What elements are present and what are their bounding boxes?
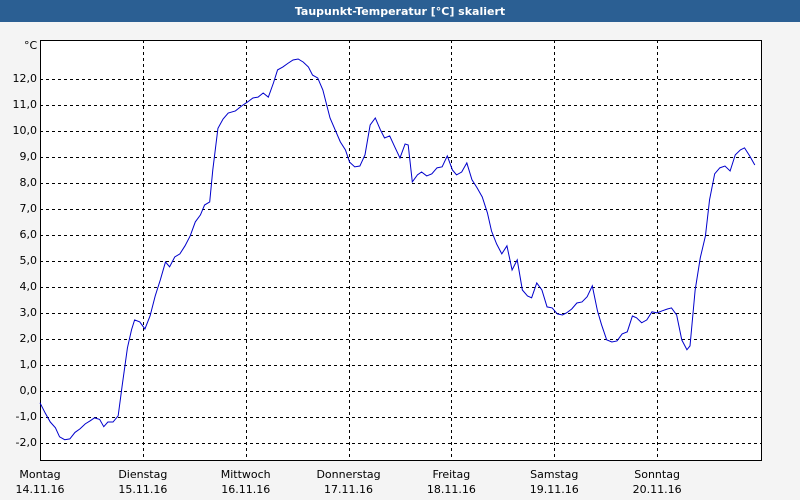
y-tick-label: 10,0 bbox=[13, 124, 38, 137]
chart-title: Taupunkt-Temperatur [°C] skaliert bbox=[295, 5, 505, 18]
x-tick-label: Donnerstag bbox=[316, 468, 380, 481]
x-tick-date: 20.11.16 bbox=[633, 483, 682, 496]
plot-border bbox=[40, 40, 762, 461]
y-tick-label: 7,0 bbox=[20, 202, 38, 215]
data-line bbox=[39, 58, 756, 441]
y-tick-label: 12,0 bbox=[13, 72, 38, 85]
plot-area bbox=[40, 40, 762, 461]
x-tick-label: Montag bbox=[19, 468, 60, 481]
x-tick-label: Mittwoch bbox=[221, 468, 271, 481]
y-unit: °C bbox=[24, 39, 38, 52]
y-tick-label: 5,0 bbox=[20, 254, 38, 267]
y-tick-label: 9,0 bbox=[20, 150, 38, 163]
y-tick-label: 4,0 bbox=[20, 280, 38, 293]
y-tick-label: 11,0 bbox=[13, 98, 38, 111]
x-tick-date: 19.11.16 bbox=[530, 483, 579, 496]
y-tick-label: 0,0 bbox=[20, 384, 38, 397]
y-tick-label: -1,0 bbox=[16, 410, 37, 423]
x-tick-label: Freitag bbox=[433, 468, 471, 481]
x-tick-label: Dienstag bbox=[118, 468, 167, 481]
y-tick-label: 3,0 bbox=[20, 306, 38, 319]
x-tick-label: Sonntag bbox=[634, 468, 680, 481]
x-tick-date: 14.11.16 bbox=[16, 483, 65, 496]
x-tick-date: 16.11.16 bbox=[221, 483, 270, 496]
x-tick-date: 15.11.16 bbox=[118, 483, 167, 496]
y-tick-label: 2,0 bbox=[20, 332, 38, 345]
y-tick-label: -2,0 bbox=[16, 436, 37, 449]
x-tick-date: 17.11.16 bbox=[324, 483, 373, 496]
x-tick-date: 18.11.16 bbox=[427, 483, 476, 496]
y-tick-label: 6,0 bbox=[20, 228, 38, 241]
y-tick-label: 1,0 bbox=[20, 358, 38, 371]
title-bar bbox=[0, 0, 800, 22]
y-tick-label: 8,0 bbox=[20, 176, 38, 189]
x-tick-label: Samstag bbox=[530, 468, 578, 481]
